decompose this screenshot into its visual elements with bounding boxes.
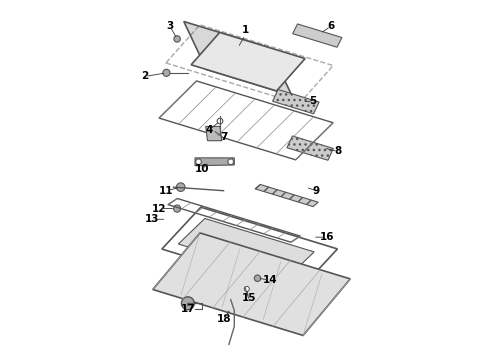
Polygon shape	[184, 22, 292, 96]
Polygon shape	[287, 136, 333, 160]
Polygon shape	[195, 158, 234, 166]
Text: 7: 7	[220, 132, 227, 142]
Polygon shape	[255, 184, 318, 207]
Text: 16: 16	[320, 232, 334, 242]
Polygon shape	[153, 233, 350, 336]
Text: 6: 6	[327, 21, 334, 31]
Polygon shape	[293, 24, 342, 47]
Polygon shape	[191, 32, 305, 91]
Circle shape	[228, 159, 234, 165]
Text: 1: 1	[242, 25, 248, 35]
Text: 14: 14	[263, 275, 277, 285]
Text: 17: 17	[180, 303, 195, 314]
Text: 2: 2	[141, 71, 148, 81]
Text: 8: 8	[334, 147, 342, 157]
Text: 13: 13	[145, 214, 159, 224]
Circle shape	[217, 118, 223, 124]
Text: 15: 15	[241, 293, 256, 303]
Polygon shape	[178, 219, 314, 278]
Text: 5: 5	[309, 96, 317, 107]
Circle shape	[196, 159, 201, 165]
Circle shape	[173, 205, 181, 212]
Circle shape	[176, 183, 185, 192]
Circle shape	[245, 287, 249, 292]
Text: 11: 11	[159, 186, 173, 196]
Text: 9: 9	[313, 186, 320, 196]
Text: 18: 18	[216, 314, 231, 324]
Circle shape	[254, 275, 261, 282]
Text: 10: 10	[195, 164, 209, 174]
Circle shape	[163, 69, 170, 76]
Circle shape	[181, 297, 194, 310]
Text: 4: 4	[206, 125, 213, 135]
Polygon shape	[206, 126, 222, 141]
Text: 12: 12	[152, 203, 167, 213]
Polygon shape	[272, 90, 319, 114]
Circle shape	[174, 36, 180, 42]
Text: 3: 3	[167, 21, 173, 31]
